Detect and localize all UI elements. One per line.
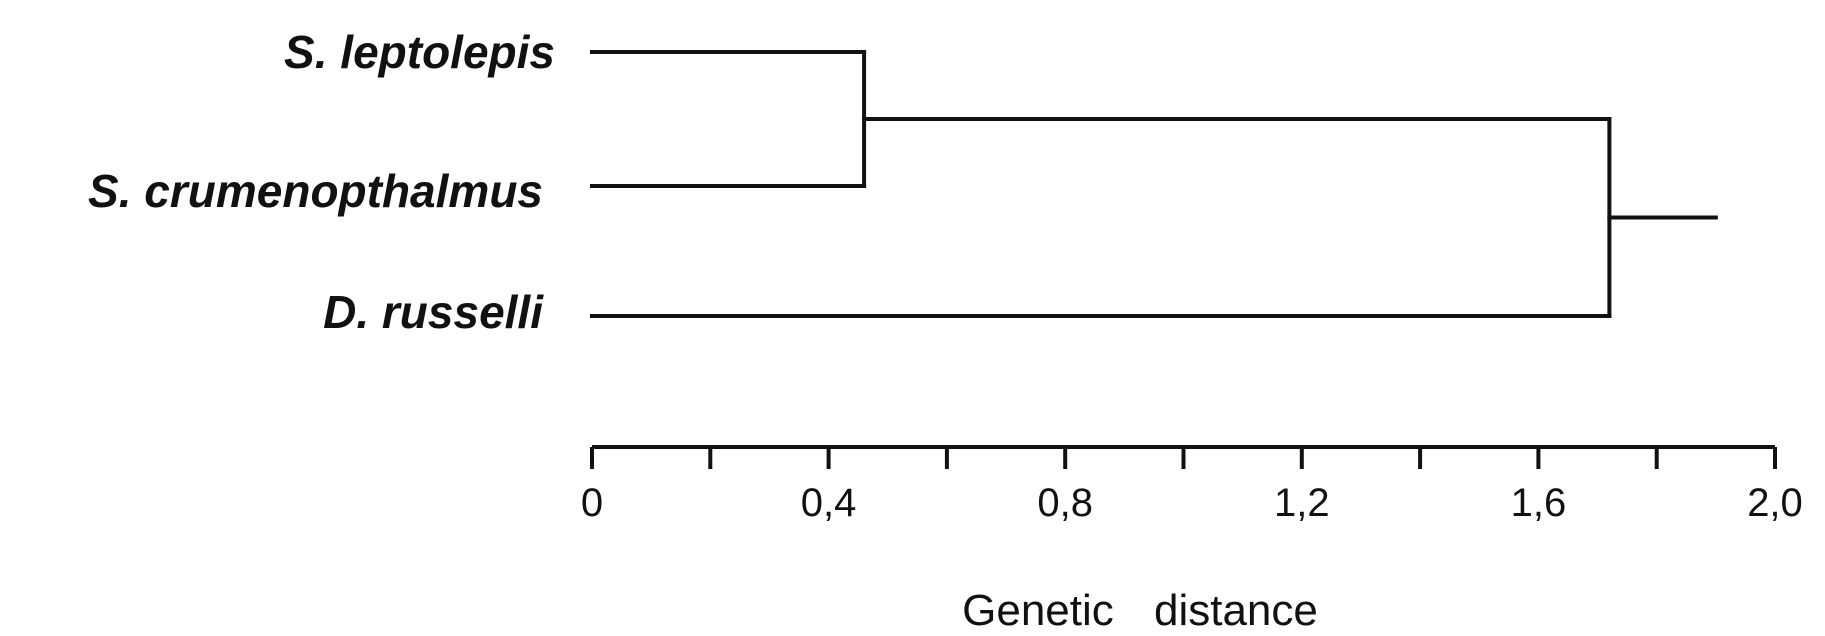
tree-branches [590,50,1718,318]
axis-title: Genetic distance [962,586,1318,635]
axis-tick-label-0: 0 [581,481,603,525]
taxon-label-d-russelli: D. russelli [323,286,544,338]
taxon-labels: S. leptolepis S. crumenopthalmus D. russ… [88,26,555,338]
axis-ticks [590,447,1777,469]
distance-axis: 0 0,4 0,8 1,2 1,6 2,0 Genetic distance [581,445,1803,635]
axis-tick-label-2: 0,8 [1037,481,1093,525]
taxon-label-s-leptolepis: S. leptolepis [284,26,555,78]
axis-tick-label-5: 2,0 [1747,481,1803,525]
taxon-label-s-crumenopthalmus: S. crumenopthalmus [88,165,543,217]
axis-tick-label-4: 1,6 [1511,481,1567,525]
axis-tick-labels: 0 0,4 0,8 1,2 1,6 2,0 [581,481,1803,525]
axis-tick-label-3: 1,2 [1274,481,1330,525]
axis-tick-label-1: 0,4 [801,481,857,525]
